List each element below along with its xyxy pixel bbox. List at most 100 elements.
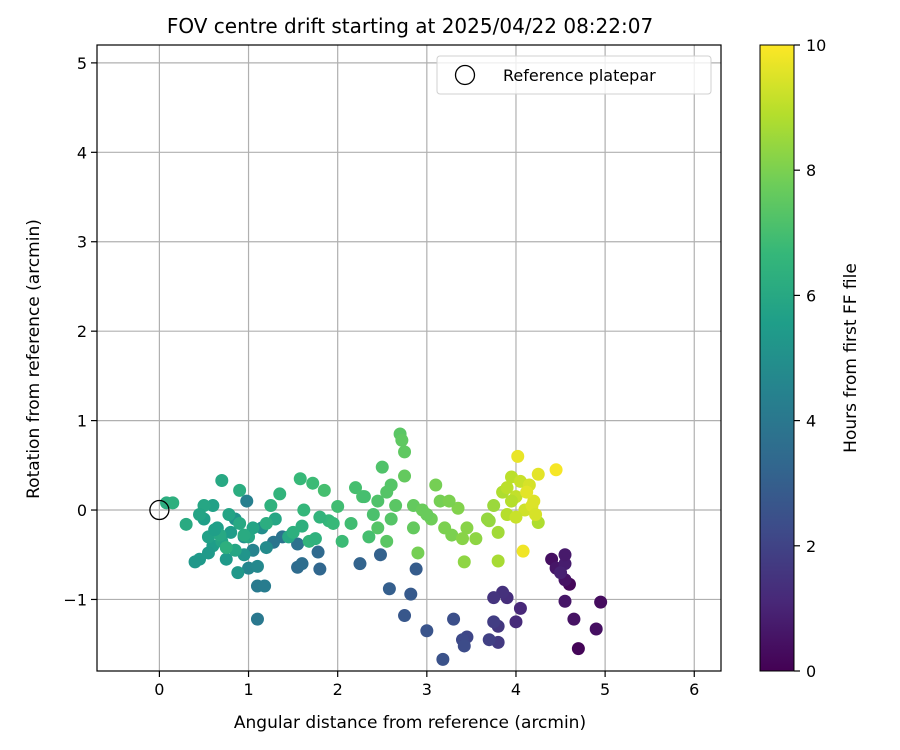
data-point [411, 546, 425, 560]
y-axis-ticks: −1 0 1 2 3 4 5 [63, 54, 97, 609]
data-point [455, 532, 469, 546]
data-point [335, 534, 349, 548]
data-point [311, 545, 325, 559]
data-point [554, 566, 568, 580]
data-point [389, 499, 403, 513]
grid [97, 45, 721, 671]
data-point [469, 532, 483, 546]
data-point [237, 528, 251, 542]
data-point [371, 521, 385, 535]
data-point [520, 485, 534, 499]
data-point [371, 494, 385, 508]
colorbar-tick-label: 4 [806, 412, 816, 431]
x-tick-label: 2 [333, 680, 343, 699]
data-point [558, 594, 572, 608]
data-point [375, 460, 389, 474]
plot-frame [96, 44, 722, 672]
data-point [258, 579, 272, 593]
data-point [460, 521, 474, 535]
colorbar-gradient [759, 44, 795, 672]
legend-entry: Reference platepar [503, 66, 656, 85]
data-point [482, 633, 496, 647]
data-point [384, 478, 398, 492]
data-point [384, 512, 398, 526]
data-point [395, 433, 409, 447]
data-point [594, 595, 608, 609]
data-point [366, 508, 380, 521]
data-point [308, 532, 322, 546]
data-point [273, 487, 287, 501]
data-point [511, 449, 525, 463]
y-tick-label: 4 [77, 143, 87, 162]
data-point [373, 548, 387, 562]
data-point [222, 508, 236, 521]
y-tick-label: 2 [77, 322, 87, 341]
x-axis-label: Angular distance from reference (arcmin) [234, 713, 586, 733]
data-point [313, 510, 327, 524]
data-point [240, 494, 254, 508]
data-point [491, 525, 505, 539]
legend-box [436, 55, 712, 95]
data-point [531, 467, 545, 481]
colorbar-tick-label: 8 [806, 161, 816, 180]
data-point [420, 508, 434, 521]
data-point [457, 555, 471, 569]
data-point [447, 612, 461, 626]
data-point [259, 516, 273, 530]
data-point [409, 562, 423, 576]
reference-platepar-marker [149, 499, 170, 521]
data-point [482, 514, 496, 528]
data-point [404, 587, 418, 601]
data-point [491, 554, 505, 568]
data-point [500, 481, 514, 495]
y-axis-label: Rotation from reference (arcmin) [24, 219, 44, 499]
data-point [442, 494, 456, 508]
data-point [429, 478, 443, 492]
data-point [250, 559, 264, 573]
x-tick-label: 4 [511, 680, 521, 699]
data-point [362, 530, 376, 544]
data-point [487, 615, 501, 629]
data-point [451, 501, 465, 515]
data-point [445, 528, 459, 542]
x-tick-label: 6 [689, 680, 699, 699]
data-point [433, 494, 447, 508]
data-point [179, 517, 193, 531]
data-point [513, 601, 527, 615]
data-point [382, 582, 396, 596]
legend: Reference platepar [436, 55, 712, 95]
data-point [166, 496, 180, 510]
data-point [398, 445, 412, 459]
data-point [509, 510, 523, 524]
data-point [353, 557, 367, 571]
data-point [509, 615, 523, 629]
colorbar-tick-label: 0 [806, 662, 816, 681]
data-point [295, 557, 309, 571]
reference-point [149, 499, 170, 521]
colorbar: 0 2 4 6 8 10 Hours from first FF file [759, 36, 861, 681]
data-point [264, 499, 278, 513]
data-point [233, 516, 247, 530]
data-point [313, 562, 327, 576]
data-point [231, 566, 245, 580]
colorbar-tick-label: 6 [806, 286, 816, 305]
data-point [219, 552, 233, 566]
data-point [188, 555, 202, 569]
data-point [306, 476, 320, 490]
data-point [344, 516, 358, 530]
y-tick-label: 0 [77, 501, 87, 520]
data-point [357, 490, 371, 504]
data-point [457, 639, 471, 653]
data-point [293, 472, 307, 486]
data-point [549, 463, 563, 477]
data-point [398, 469, 412, 483]
data-point [567, 612, 581, 626]
data-point [420, 624, 434, 638]
data-point [558, 548, 572, 562]
data-point [505, 494, 519, 508]
colorbar-tick-label: 10 [806, 36, 826, 55]
data-point [193, 508, 207, 521]
colorbar-ticks: 0 2 4 6 8 10 [794, 36, 826, 681]
data-point [487, 591, 501, 605]
